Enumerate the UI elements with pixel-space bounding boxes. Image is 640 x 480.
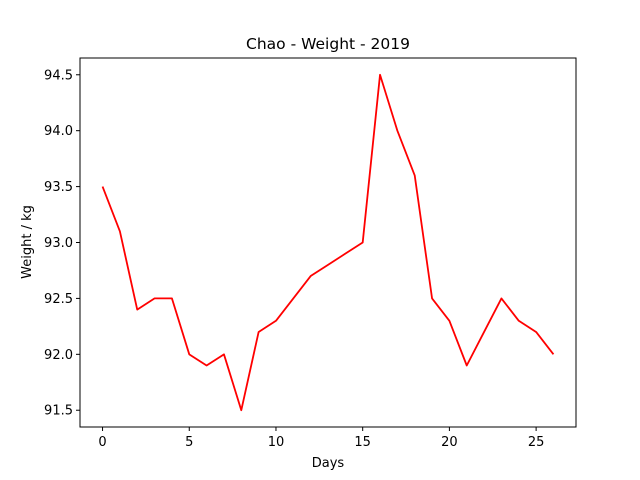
chart-title: Chao - Weight - 2019 [246, 35, 410, 53]
weight-series-line [101, 73, 555, 412]
y-tick-label: 91.5 [44, 404, 73, 419]
y-axis-ticks: 91.5 92.0 92.5 93.0 93.5 94.0 94.5 [44, 68, 80, 419]
x-tick-label: 25 [528, 435, 545, 450]
y-axis-label: Weight / kg [20, 205, 35, 279]
x-axis-ticks: 0 5 10 15 20 25 [98, 427, 544, 450]
x-tick-label: 10 [268, 435, 285, 450]
y-tick-label: 93.0 [44, 236, 73, 251]
y-tick-label: 93.5 [44, 180, 73, 195]
y-tick-label: 92.5 [44, 292, 73, 307]
x-tick-label: 5 [185, 435, 193, 450]
x-axis-label: Days [312, 456, 345, 471]
x-tick-label: 0 [98, 435, 106, 450]
plot-frame [79, 57, 577, 428]
x-tick-label: 20 [441, 435, 458, 450]
y-tick-label: 94.0 [44, 124, 73, 139]
y-tick-label: 92.0 [44, 348, 73, 363]
x-tick-label: 15 [354, 435, 371, 450]
y-tick-label: 94.5 [44, 68, 73, 83]
